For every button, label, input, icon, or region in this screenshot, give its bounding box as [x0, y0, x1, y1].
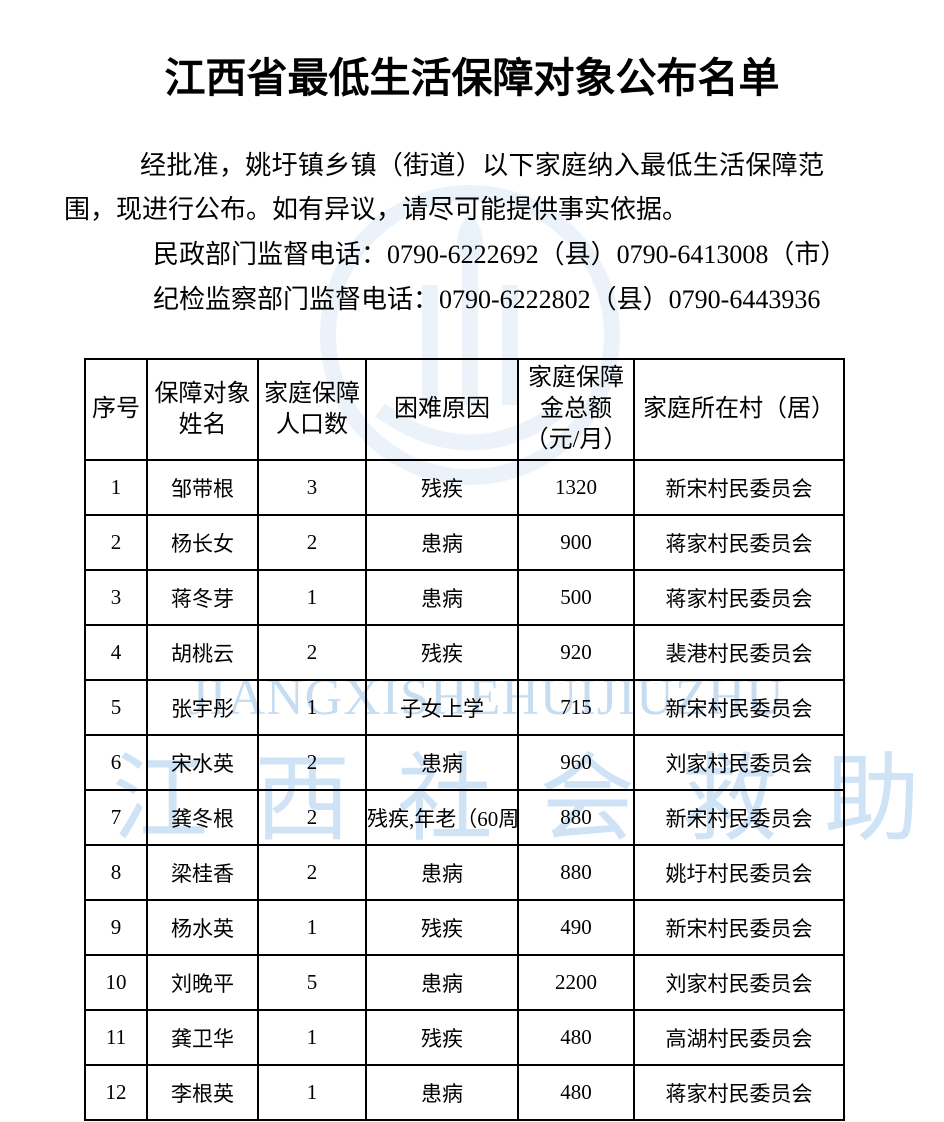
cell-reason: 患病: [365, 1064, 519, 1121]
cell-name: 梁桂香: [146, 844, 259, 901]
cell-serial: 12: [84, 1064, 148, 1121]
table-row: 7 龚冬根 2 残疾,年老（60周 880 新宋村民委员会: [84, 789, 845, 846]
table-row: 12 李根英 1 患病 480 蒋家村民委员会: [84, 1064, 845, 1121]
cell-amount: 480: [517, 1009, 635, 1066]
cell-population: 2: [257, 514, 367, 571]
column-header: 困难原因: [365, 358, 519, 461]
cell-village: 新宋村民委员会: [633, 899, 845, 956]
cell-reason: 残疾: [365, 899, 519, 956]
cell-village: 新宋村民委员会: [633, 789, 845, 846]
table-row: 4 胡桃云 2 残疾 920 裴港村民委员会: [84, 624, 845, 681]
cell-name: 蒋冬芽: [146, 569, 259, 626]
cell-village: 刘家村民委员会: [633, 734, 845, 791]
cell-reason: 患病: [365, 844, 519, 901]
cell-population: 5: [257, 954, 367, 1011]
cell-amount: 490: [517, 899, 635, 956]
cell-serial: 11: [84, 1009, 148, 1066]
column-header: 序号: [84, 358, 148, 461]
cell-amount: 880: [517, 844, 635, 901]
table-header-row: 序号 保障对象 姓名 家庭保障 人口数 困难原因 家庭保障 金总额 （元/月） 家庭所在村…: [84, 358, 845, 461]
intro-paragraph: 经批准，姚圩镇乡镇（街道）以下家庭纳入最低生活保障范围，现进行公布。如有异议，请…: [64, 151, 824, 224]
cell-population: 1: [257, 1009, 367, 1066]
column-header: 家庭所在村（居）: [633, 358, 845, 461]
cell-population: 1: [257, 899, 367, 956]
column-header: 家庭保障 人口数: [257, 358, 367, 461]
cell-name: 龚卫华: [146, 1009, 259, 1066]
cell-population: 2: [257, 734, 367, 791]
table-row: 11 龚卫华 1 残疾 480 高湖村民委员会: [84, 1009, 845, 1066]
cell-reason: 子女上学: [365, 679, 519, 736]
cell-serial: 4: [84, 624, 148, 681]
cell-name: 龚冬根: [146, 789, 259, 846]
cell-population: 2: [257, 844, 367, 901]
beneficiary-table: 序号 保障对象 姓名 家庭保障 人口数 困难原因 家庭保障 金总额 （元/月） 家庭所在村…: [84, 358, 845, 1121]
page-title: 江西省最低生活保障对象公布名单: [164, 55, 780, 101]
cell-serial: 5: [84, 679, 148, 736]
cell-amount: 960: [517, 734, 635, 791]
cell-village: 新宋村民委员会: [633, 459, 845, 516]
cell-population: 2: [257, 624, 367, 681]
cell-amount: 920: [517, 624, 635, 681]
cell-name: 杨水英: [146, 899, 259, 956]
table-row: 9 杨水英 1 残疾 490 新宋村民委员会: [84, 899, 845, 956]
cell-name: 胡桃云: [146, 624, 259, 681]
cell-village: 蒋家村民委员会: [633, 569, 845, 626]
cell-reason: 患病: [365, 734, 519, 791]
cell-amount: 480: [517, 1064, 635, 1121]
cell-name: 宋水英: [146, 734, 259, 791]
table-row: 2 杨长女 2 患病 900 蒋家村民委员会: [84, 514, 845, 571]
cell-reason: 残疾: [365, 624, 519, 681]
civil-affairs-phone-line: 民政部门监督电话：0790-6222692（县）0790-6413008（市）: [153, 240, 847, 269]
cell-serial: 9: [84, 899, 148, 956]
cell-village: 刘家村民委员会: [633, 954, 845, 1011]
cell-name: 杨长女: [146, 514, 259, 571]
cell-amount: 715: [517, 679, 635, 736]
cell-population: 1: [257, 569, 367, 626]
cell-serial: 1: [84, 459, 148, 516]
cell-serial: 7: [84, 789, 148, 846]
cell-reason: 患病: [365, 569, 519, 626]
cell-village: 裴港村民委员会: [633, 624, 845, 681]
cell-serial: 3: [84, 569, 148, 626]
cell-reason: 残疾: [365, 1009, 519, 1066]
table-row: 3 蒋冬芽 1 患病 500 蒋家村民委员会: [84, 569, 845, 626]
cell-amount: 880: [517, 789, 635, 846]
column-header: 家庭保障 金总额 （元/月）: [517, 358, 635, 461]
cell-name: 张宇彤: [146, 679, 259, 736]
cell-name: 邹带根: [146, 459, 259, 516]
cell-village: 姚圩村民委员会: [633, 844, 845, 901]
cell-serial: 6: [84, 734, 148, 791]
table-row: 6 宋水英 2 患病 960 刘家村民委员会: [84, 734, 845, 791]
cell-village: 蒋家村民委员会: [633, 514, 845, 571]
table-row: 1 邹带根 3 残疾 1320 新宋村民委员会: [84, 459, 845, 516]
cell-amount: 2200: [517, 954, 635, 1011]
cell-name: 李根英: [146, 1064, 259, 1121]
discipline-inspection-phone-line: 纪检监察部门监督电话：0790-6222802（县）0790-6443936: [153, 285, 821, 314]
cell-reason: 残疾: [365, 459, 519, 516]
cell-population: 1: [257, 679, 367, 736]
column-header: 保障对象 姓名: [146, 358, 259, 461]
cell-amount: 1320: [517, 459, 635, 516]
cell-village: 蒋家村民委员会: [633, 1064, 845, 1121]
cell-village: 高湖村民委员会: [633, 1009, 845, 1066]
cell-reason: 患病: [365, 514, 519, 571]
cell-amount: 900: [517, 514, 635, 571]
cell-population: 1: [257, 1064, 367, 1121]
cell-village: 新宋村民委员会: [633, 679, 845, 736]
table-row: 8 梁桂香 2 患病 880 姚圩村民委员会: [84, 844, 845, 901]
cell-reason: 残疾,年老（60周: [365, 789, 519, 846]
cell-population: 2: [257, 789, 367, 846]
cell-serial: 2: [84, 514, 148, 571]
document-content: 江西省最低生活保障对象公布名单 经批准，姚圩镇乡镇（街道）以下家庭纳入最低生活保…: [0, 52, 944, 1121]
cell-reason: 患病: [365, 954, 519, 1011]
table-row: 10 刘晚平 5 患病 2200 刘家村民委员会: [84, 954, 845, 1011]
cell-serial: 10: [84, 954, 148, 1011]
cell-amount: 500: [517, 569, 635, 626]
cell-name: 刘晚平: [146, 954, 259, 1011]
table-row: 5 张宇彤 1 子女上学 715 新宋村民委员会: [84, 679, 845, 736]
cell-population: 3: [257, 459, 367, 516]
cell-serial: 8: [84, 844, 148, 901]
